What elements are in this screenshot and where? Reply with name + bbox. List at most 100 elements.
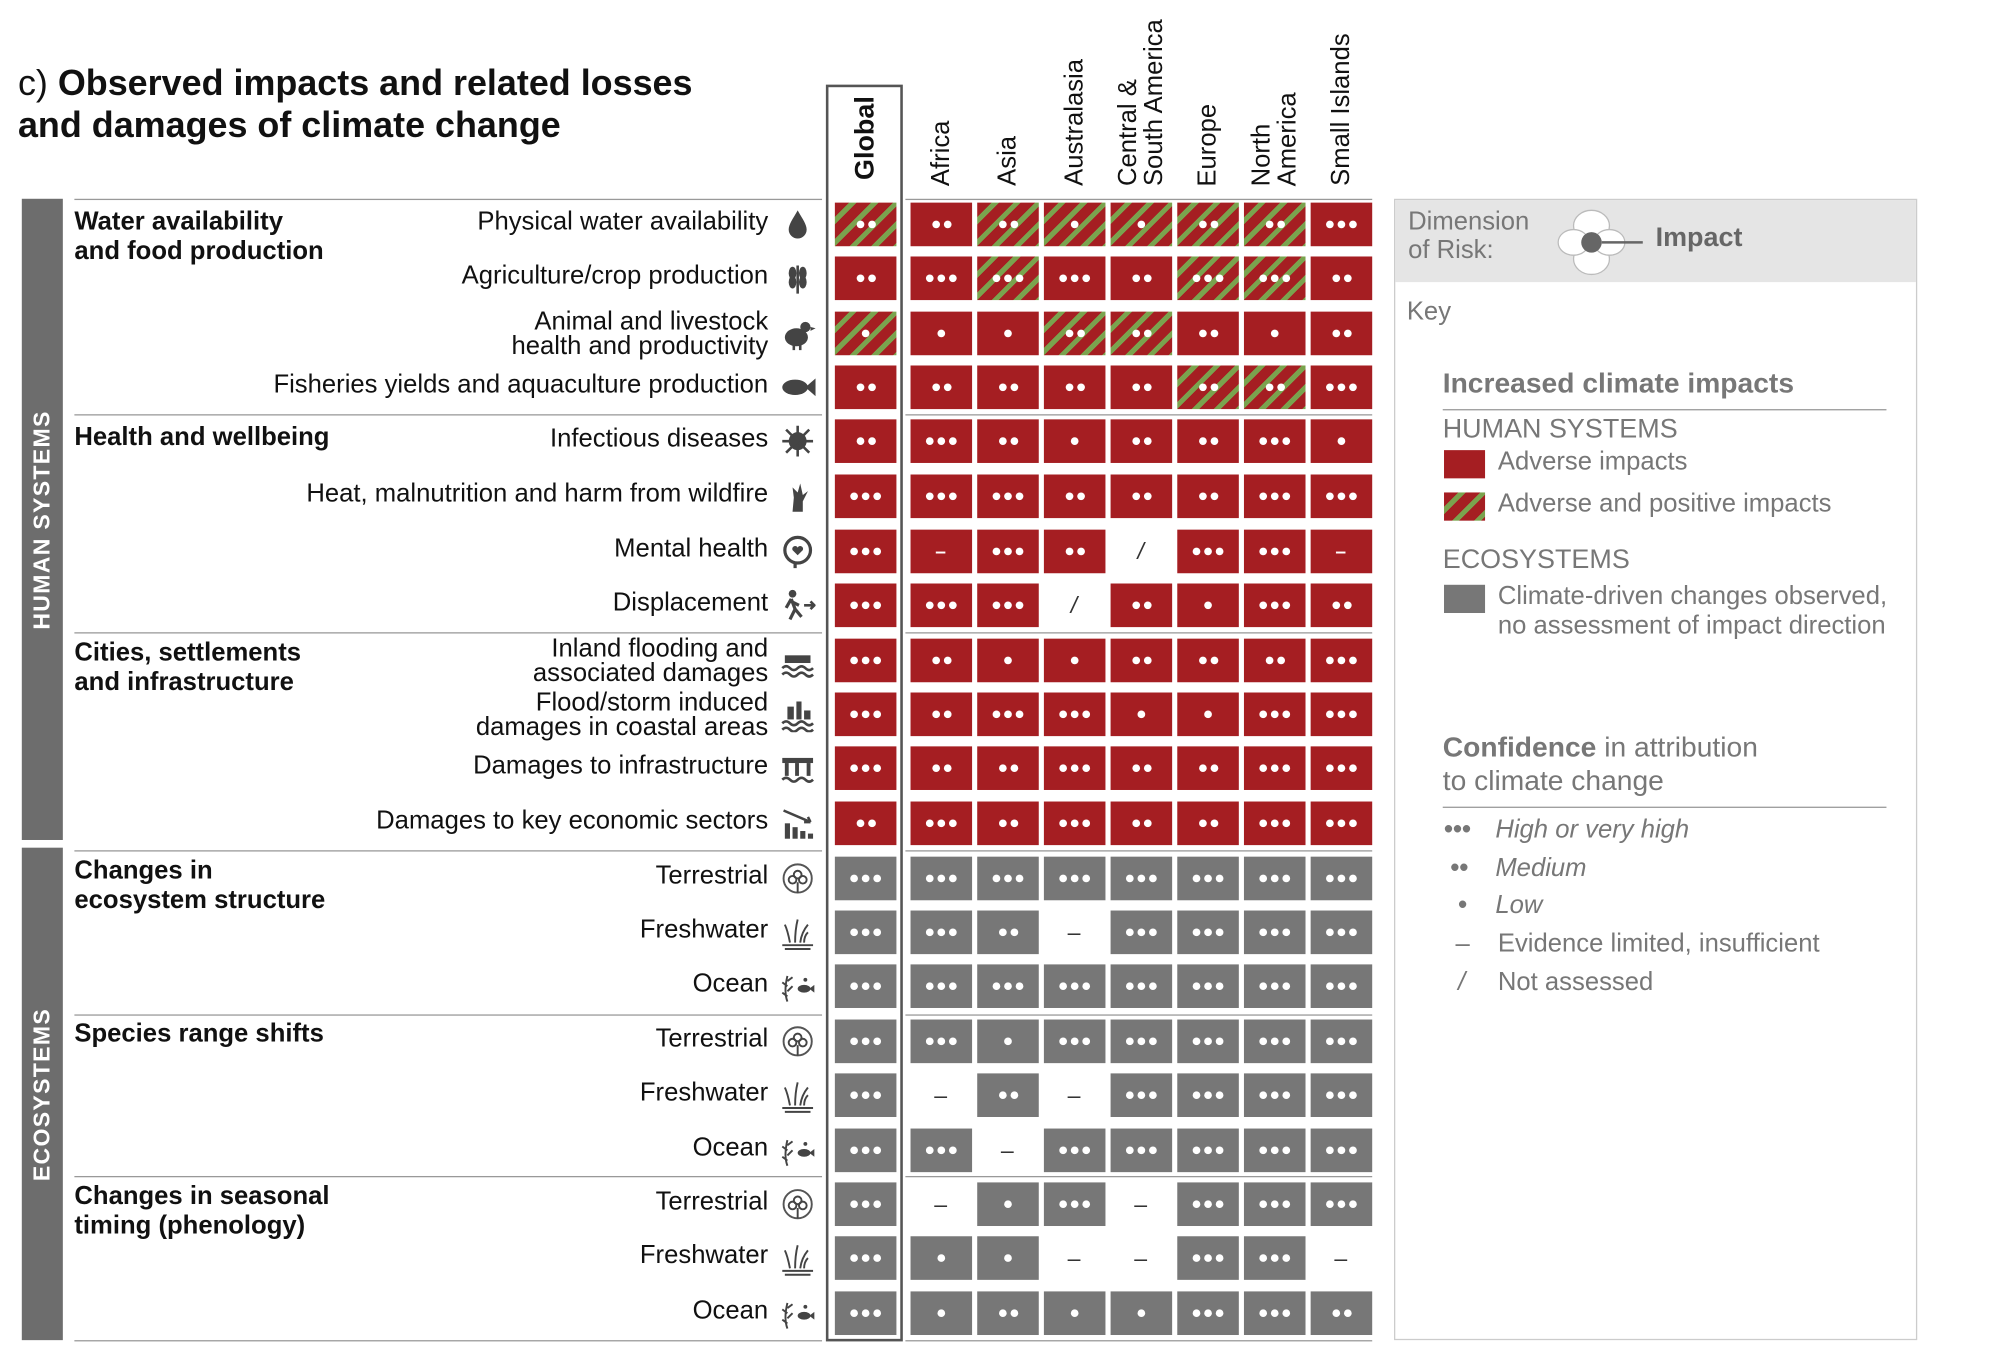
confidence-dot <box>873 492 882 501</box>
confidence-dots <box>1065 383 1085 392</box>
confidence-dot <box>943 220 951 229</box>
dimension-of-risk-header <box>1395 200 1916 283</box>
impact-cell <box>1177 1073 1239 1117</box>
confidence-dot <box>1282 492 1291 501</box>
not-assessed-symbol: / <box>1458 968 1466 997</box>
impact-cell <box>834 692 897 737</box>
confidence-dot <box>1282 1309 1291 1318</box>
confidence-dots <box>1326 1146 1357 1155</box>
confidence-dots <box>925 928 957 937</box>
row-separator <box>905 632 1373 634</box>
confidence-dots <box>861 329 870 338</box>
confidence-dot <box>1070 1309 1079 1318</box>
confidence-dots <box>925 601 957 610</box>
eco-line2: no assessment of impact direction <box>1497 611 1886 640</box>
confidence-dot <box>1215 1309 1224 1318</box>
confidence-dots <box>850 601 882 610</box>
impact-cell: / <box>1111 530 1173 574</box>
confidence-dot <box>1270 819 1279 828</box>
confidence-dot <box>1082 1037 1091 1046</box>
confidence-dot <box>943 383 951 392</box>
confidence-dot <box>861 1091 870 1100</box>
inland-flood-icon <box>781 655 814 678</box>
confidence-dots <box>1326 1037 1357 1046</box>
human-systems-label: HUMAN SYSTEMS <box>28 409 55 630</box>
confidence-dots <box>1004 656 1012 665</box>
confidence-dot <box>948 819 957 828</box>
key-panel: Dimension of Risk: Impact Key Increased … <box>1394 198 1918 1341</box>
impact-cell <box>1243 638 1306 683</box>
confidence-dot <box>1204 1091 1212 1100</box>
confidence-dot <box>1070 1200 1079 1209</box>
confidence-dots <box>1326 1091 1357 1100</box>
confidence-dot <box>1070 819 1079 828</box>
confidence-dot <box>850 601 858 610</box>
confidence-dot <box>1015 982 1024 991</box>
impact-cell <box>1177 692 1239 737</box>
impact-cell <box>834 529 897 574</box>
confidence-dots <box>1259 874 1291 883</box>
confidence-dot <box>1265 656 1273 665</box>
confidence-dots <box>850 1146 882 1155</box>
confidence-line2: to climate change <box>1442 764 1664 797</box>
impact-cell <box>1243 1073 1306 1117</box>
confidence-heading: Confidence in attribution to climate cha… <box>1443 731 1758 798</box>
impact-cell <box>1177 529 1239 574</box>
confidence-dots <box>1192 1254 1224 1262</box>
confidence-dot <box>850 547 858 556</box>
confidence-dots <box>992 547 1024 556</box>
confidence-dots <box>1059 1037 1091 1046</box>
confidence-dots <box>992 601 1024 610</box>
column-header: Europe <box>1177 0 1239 186</box>
confidence-dot <box>867 437 876 446</box>
confidence-dot <box>873 928 882 937</box>
confidence-dots <box>992 492 1024 501</box>
row-label: Physical water availability <box>477 207 769 236</box>
confidence-dots <box>1326 710 1357 719</box>
confidence-dot <box>1276 383 1285 392</box>
impact-cell: – <box>910 529 973 574</box>
confidence-dot <box>1065 547 1073 556</box>
confidence-dot <box>1082 1146 1091 1155</box>
confidence-dot <box>1215 928 1224 937</box>
confidence-dots <box>1198 437 1218 446</box>
confidence-dots <box>1259 547 1291 556</box>
impact-cell <box>1310 1291 1373 1336</box>
confidence-dot <box>948 437 957 446</box>
confidence-dot <box>1331 601 1340 610</box>
confidence-dot <box>861 329 870 338</box>
confidence-dots <box>1259 274 1291 283</box>
confidence-dot <box>1082 764 1091 773</box>
confidence-dot <box>1204 1309 1212 1318</box>
confidence-dot <box>1209 492 1218 501</box>
impact-cell <box>1243 910 1306 955</box>
confidence-dot <box>1331 274 1340 283</box>
confidence-dot <box>1265 383 1273 392</box>
confidence-dots <box>856 383 876 392</box>
impact-cell <box>1177 801 1239 846</box>
impact-cell <box>1177 1182 1239 1227</box>
impact-cell <box>1243 583 1306 628</box>
confidence-dots <box>1331 329 1352 338</box>
confidence-dot <box>1270 1037 1279 1046</box>
confidence-dot <box>1204 547 1212 556</box>
row-separator <box>905 1175 1373 1178</box>
impact-cell <box>834 1128 897 1173</box>
impact-cell <box>1110 1291 1173 1336</box>
medium-symbol: •• <box>1450 854 1469 883</box>
impact-cell <box>1177 1019 1239 1064</box>
confidence-dots <box>1125 1091 1157 1100</box>
column-header: Africa <box>911 0 973 186</box>
confidence-dot <box>1192 1091 1201 1100</box>
confidence-dot <box>1349 383 1357 392</box>
confidence-dot <box>1143 329 1151 338</box>
row-separator <box>905 414 1373 416</box>
confidence-dots <box>1192 274 1224 283</box>
confidence-dot <box>850 492 858 501</box>
row-label: Flood/storm induced damages in coastal a… <box>475 688 769 742</box>
confidence-dot <box>1082 1200 1091 1209</box>
confidence-dots <box>1137 1309 1146 1318</box>
impact-cell <box>977 529 1039 574</box>
column-header: Central & South America <box>1111 0 1173 186</box>
confidence-dot <box>1004 656 1012 665</box>
